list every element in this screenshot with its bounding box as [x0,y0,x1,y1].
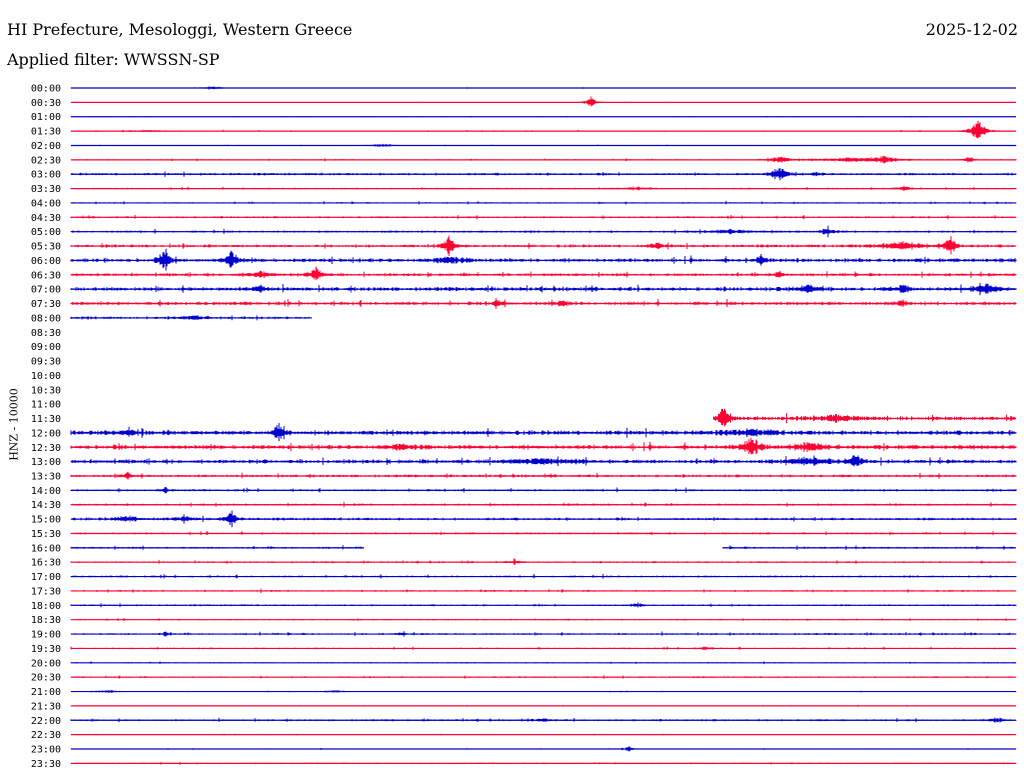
time-label: 14:30 [31,500,61,511]
time-label: 18:00 [31,601,61,612]
time-label: 15:30 [31,529,61,540]
time-label: 07:30 [31,299,61,310]
time-label: 12:30 [31,443,61,454]
plot-date: 2025-12-02 [925,20,1018,39]
trace-wiggle [713,408,1017,427]
time-label: 04:00 [31,198,61,209]
time-label: 22:30 [31,730,61,741]
time-label: 13:00 [31,457,61,468]
time-label: 19:00 [31,630,61,641]
trace-wiggle [70,437,1017,455]
time-label: 10:30 [31,385,61,396]
trace-wiggle [70,558,1017,565]
trace-wiggle [70,266,1017,281]
trace-wiggle [70,455,1017,467]
time-label: 11:30 [31,414,61,425]
time-label: 02:00 [31,141,61,152]
time-label: 08:00 [31,313,61,324]
time-label: 03:30 [31,184,61,195]
time-label: 22:00 [31,716,61,727]
time-label: 01:30 [31,127,61,138]
time-label: 00:30 [31,98,61,109]
station-title: HI Prefecture, Mesologgi, Western Greece [7,20,353,39]
time-label: 20:30 [31,673,61,684]
time-labels: 00:00 00:30 01:00 01:30 02:00 02:30 03:00 03:30… [31,84,61,770]
time-label: 18:30 [31,615,61,626]
time-label: 01:00 [31,112,61,123]
time-label: 16:00 [31,543,61,554]
time-label: 17:30 [31,586,61,597]
time-label: 05:00 [31,227,61,238]
time-label: 17:00 [31,572,61,583]
time-label: 20:00 [31,658,61,669]
time-label: 05:30 [31,242,61,253]
time-label: 13:30 [31,471,61,482]
time-label: 21:30 [31,701,61,712]
time-label: 19:30 [31,644,61,655]
trace-wiggle [70,248,1017,271]
time-label: 09:00 [31,342,61,353]
time-label: 15:00 [31,515,61,526]
time-label: 07:00 [31,285,61,296]
time-label: 16:30 [31,558,61,569]
time-label: 21:00 [31,687,61,698]
time-label: 02:30 [31,155,61,166]
time-label: 08:30 [31,328,61,339]
time-label: 00:00 [31,84,61,95]
filter-label: Applied filter: WWSSN-SP [7,50,220,69]
trace-wiggle [70,96,1017,107]
time-label: 06:30 [31,270,61,281]
time-label: 06:00 [31,256,61,267]
trace-wiggle [70,120,1017,139]
time-label: 14:00 [31,486,61,497]
time-label: 10:00 [31,371,61,382]
time-label: 09:30 [31,357,61,368]
time-label: 04:30 [31,213,61,224]
time-label: 12:00 [31,428,61,439]
trace-wiggle [70,423,1017,442]
trace-rows [70,86,1017,765]
time-label: 23:30 [31,759,61,770]
time-label: 03:00 [31,170,61,181]
time-label: 23:00 [31,745,61,756]
time-label: 11:00 [31,400,61,411]
